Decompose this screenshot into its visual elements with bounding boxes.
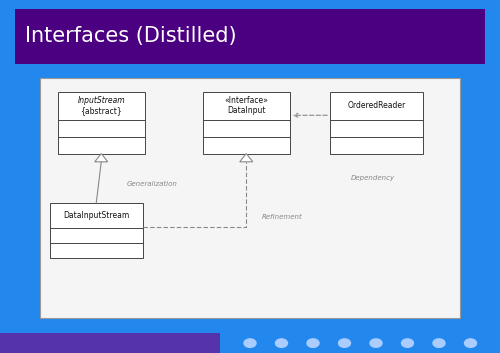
Text: Dependency: Dependency xyxy=(350,175,395,181)
Circle shape xyxy=(244,339,256,347)
Circle shape xyxy=(433,339,445,347)
Text: «Interface»: «Interface» xyxy=(224,96,268,105)
Text: Generalization: Generalization xyxy=(127,181,178,186)
FancyBboxPatch shape xyxy=(15,9,485,64)
FancyBboxPatch shape xyxy=(330,92,422,154)
Polygon shape xyxy=(240,154,253,162)
Circle shape xyxy=(338,339,350,347)
Polygon shape xyxy=(95,154,108,162)
Circle shape xyxy=(276,339,287,347)
Circle shape xyxy=(402,339,413,347)
Text: Interfaces (Distilled): Interfaces (Distilled) xyxy=(25,26,236,46)
Circle shape xyxy=(370,339,382,347)
FancyBboxPatch shape xyxy=(50,203,142,258)
Text: OrderedReader: OrderedReader xyxy=(347,101,406,110)
FancyBboxPatch shape xyxy=(40,78,460,318)
Text: DataInputStream: DataInputStream xyxy=(63,211,130,220)
Text: Refinement: Refinement xyxy=(262,214,303,220)
Circle shape xyxy=(307,339,319,347)
Text: {abstract}: {abstract} xyxy=(80,107,122,115)
Circle shape xyxy=(464,339,476,347)
FancyBboxPatch shape xyxy=(58,92,145,154)
FancyBboxPatch shape xyxy=(0,333,220,353)
Text: DataInput: DataInput xyxy=(227,107,266,115)
Text: InputStream: InputStream xyxy=(78,96,125,105)
FancyBboxPatch shape xyxy=(202,92,290,154)
